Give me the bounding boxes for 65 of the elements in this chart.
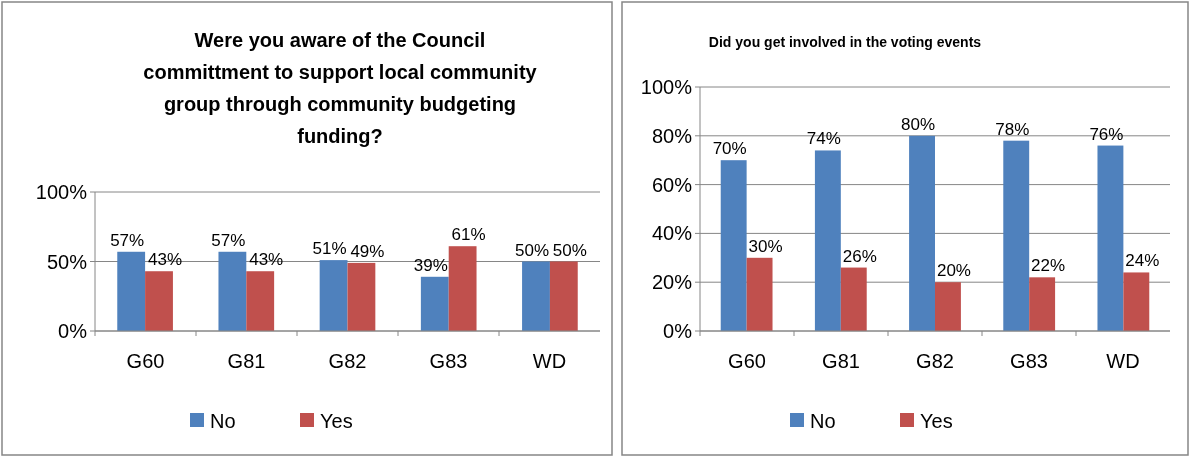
legend-label: No xyxy=(210,410,236,432)
y-tick-label: 100% xyxy=(35,181,88,203)
x-tick-label: G83 xyxy=(1010,350,1048,372)
data-label: 26% xyxy=(842,246,877,266)
bar xyxy=(448,246,477,331)
bar xyxy=(319,260,348,331)
y-tick-label: 60% xyxy=(651,173,693,196)
bar xyxy=(522,261,550,331)
legend-label: Yes xyxy=(920,410,953,432)
data-label: 78% xyxy=(995,119,1030,139)
x-tick-label: G82 xyxy=(328,350,367,372)
bar xyxy=(720,160,747,331)
data-label: 43% xyxy=(249,250,284,270)
y-tick-label: 80% xyxy=(651,124,693,147)
x-tick-label: WD xyxy=(532,350,567,372)
bar xyxy=(909,135,935,331)
data-label: 51% xyxy=(312,239,347,259)
bar xyxy=(814,150,841,331)
bar xyxy=(1123,272,1150,331)
x-tick-label: G81 xyxy=(822,350,860,372)
bar xyxy=(1029,277,1056,331)
data-label: 61% xyxy=(451,225,486,245)
y-tick-label: 20% xyxy=(651,271,693,294)
x-tick-label: G81 xyxy=(227,350,266,372)
data-label: 57% xyxy=(110,230,145,250)
data-label: 76% xyxy=(1089,124,1124,144)
bar xyxy=(246,271,275,331)
data-label: 70% xyxy=(712,139,747,159)
data-label: 74% xyxy=(806,129,841,149)
data-label: 80% xyxy=(901,114,936,134)
y-tick-label: 100% xyxy=(640,76,693,98)
bar xyxy=(549,261,578,331)
legend-label: No xyxy=(810,410,836,432)
y-tick-label: 40% xyxy=(651,222,693,245)
y-tick-label: 0% xyxy=(58,320,88,342)
data-label: 49% xyxy=(350,241,385,261)
data-label: 39% xyxy=(413,255,448,275)
data-label: 50% xyxy=(552,240,587,260)
chart-title: Did you get involved in the voting events xyxy=(708,34,982,50)
bar xyxy=(117,251,146,331)
x-tick-label: G83 xyxy=(429,350,468,372)
x-tick-label: WD xyxy=(1106,350,1140,372)
data-label: 24% xyxy=(1125,251,1160,271)
x-tick-label: G60 xyxy=(126,350,165,372)
bar xyxy=(746,257,773,331)
data-label: 20% xyxy=(936,261,971,281)
bar xyxy=(145,271,173,331)
x-tick-label: G82 xyxy=(916,350,954,372)
data-label: 22% xyxy=(1031,256,1066,276)
data-label: 57% xyxy=(211,230,246,250)
legend-label: Yes xyxy=(320,410,353,432)
data-label: 43% xyxy=(147,250,183,270)
bar xyxy=(1003,140,1030,331)
bar xyxy=(840,267,867,331)
bar xyxy=(347,262,376,331)
data-label: 50% xyxy=(514,240,550,260)
chart-title: Were you aware of the Council committment to support local community group through community budgeting funding? xyxy=(143,29,538,147)
bar xyxy=(218,251,247,331)
data-label: 30% xyxy=(748,236,783,256)
y-tick-label: 0% xyxy=(663,320,693,342)
x-tick-label: G60 xyxy=(728,350,766,372)
y-tick-label: 50% xyxy=(46,250,88,273)
bar xyxy=(420,276,449,331)
bar xyxy=(935,282,961,331)
bar xyxy=(1097,145,1124,331)
